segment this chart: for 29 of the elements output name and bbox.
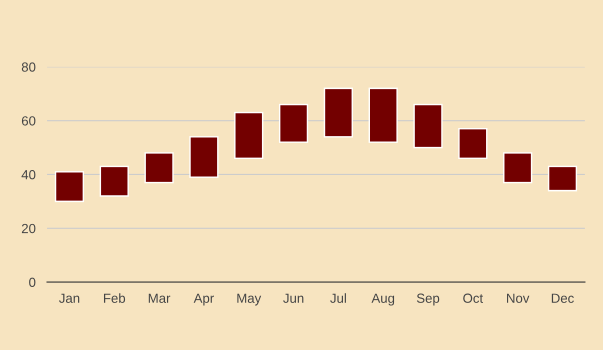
x-tick-label: Sep (416, 294, 440, 306)
y-tick-label: 60 (22, 116, 36, 126)
y-tick-label: 40 (22, 170, 36, 180)
bar (548, 166, 578, 192)
x-tick-label: Nov (507, 294, 530, 303)
y-tick-label: 80 (22, 62, 36, 72)
bar (234, 112, 264, 160)
x-tick-label: Jun (283, 294, 304, 303)
x-tick-label: May (237, 294, 262, 306)
bar (324, 88, 353, 138)
bar (189, 136, 219, 178)
bar (54, 171, 84, 202)
bar (413, 104, 443, 148)
x-tick-label: Dec (552, 294, 574, 303)
y-tick-label: 0 (29, 278, 36, 288)
y-tick-label: 20 (22, 224, 36, 234)
x-tick-label: Oct (463, 294, 484, 303)
bar (278, 104, 308, 143)
x-tick-label: Apr (194, 294, 214, 306)
bar (503, 152, 532, 184)
x-tick-label: Feb (104, 293, 126, 303)
bar (368, 88, 398, 143)
bar (144, 152, 174, 184)
x-tick-label: Jul (330, 293, 346, 303)
x-tick-label: Jan (59, 294, 80, 303)
x-tick-label: Aug (371, 294, 394, 306)
bar (458, 128, 488, 160)
x-tick-label: Mar (148, 294, 170, 303)
bar (100, 166, 129, 197)
